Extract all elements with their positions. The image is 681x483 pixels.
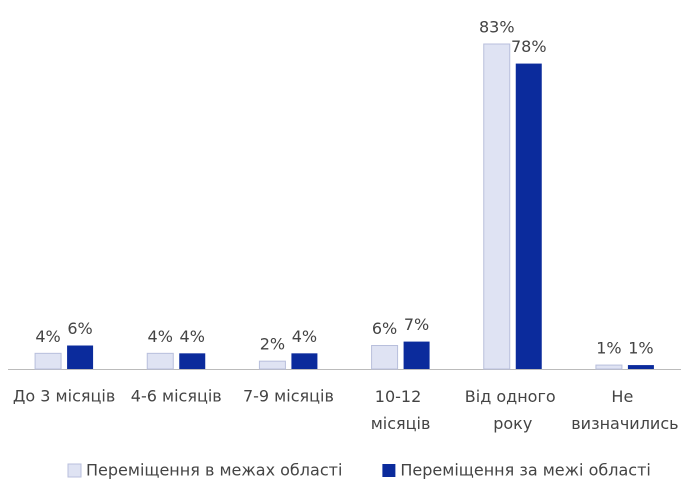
legend-label: Переміщення за межі області xyxy=(400,461,650,480)
value-label: 78% xyxy=(511,37,547,56)
bar xyxy=(515,63,542,370)
bar xyxy=(67,345,94,369)
x-tick-label: 7-9 місяців xyxy=(243,387,334,406)
value-label: 6% xyxy=(67,319,92,338)
bar xyxy=(371,345,399,370)
value-label: 7% xyxy=(404,315,429,334)
x-tick-label: До 3 місяців xyxy=(13,387,115,406)
bar xyxy=(179,353,206,369)
value-label: 4% xyxy=(148,327,173,346)
value-label: 4% xyxy=(292,327,317,346)
bar xyxy=(595,364,623,370)
value-label: 83% xyxy=(479,18,515,37)
value-label: 2% xyxy=(260,335,285,354)
legend-swatch xyxy=(382,464,396,477)
legend-swatch xyxy=(67,463,82,478)
x-tick-label: Від одного року xyxy=(465,387,561,433)
value-label: 4% xyxy=(35,327,60,346)
bar xyxy=(34,352,62,370)
bar xyxy=(483,43,511,370)
bar xyxy=(291,353,318,369)
legend-label: Переміщення в межах області xyxy=(86,461,342,480)
value-label: 1% xyxy=(596,339,621,358)
value-label: 6% xyxy=(372,319,397,338)
bar xyxy=(146,352,174,370)
x-tick-label: 10-12 місяців xyxy=(371,387,431,433)
x-tick-label: 4-6 місяців xyxy=(131,387,222,406)
value-label: 4% xyxy=(180,327,205,346)
value-label: 1% xyxy=(628,339,653,358)
bar xyxy=(258,360,286,370)
bar xyxy=(627,365,654,369)
bar xyxy=(403,341,430,369)
x-tick-label: Не визначились xyxy=(571,387,678,433)
